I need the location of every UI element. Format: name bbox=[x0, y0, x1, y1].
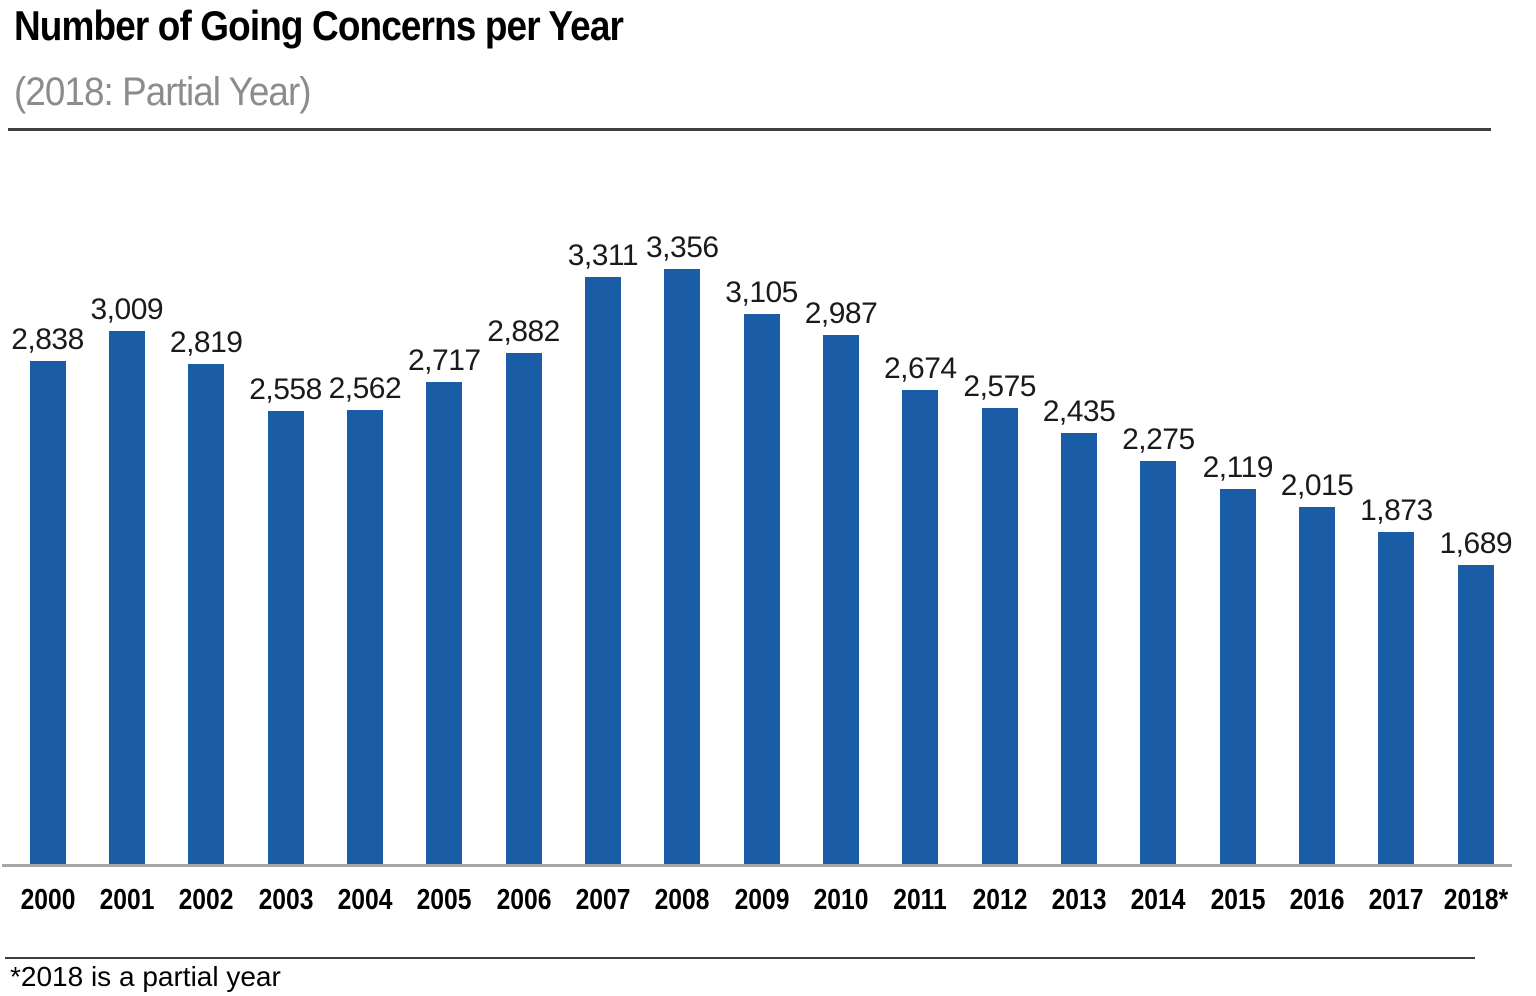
footnote: *2018 is a partial year bbox=[10, 961, 281, 992]
bar-2007 bbox=[584, 277, 621, 865]
x-axis-label: 2015 bbox=[1210, 884, 1266, 916]
bar-2015 bbox=[1219, 489, 1256, 865]
bar-2004 bbox=[346, 410, 383, 865]
bar-2011 bbox=[902, 390, 939, 865]
bar-2017 bbox=[1378, 532, 1415, 865]
bar-2006 bbox=[505, 353, 542, 865]
bar-value-label: 1,689 bbox=[1439, 527, 1513, 560]
x-axis-label: 2008 bbox=[654, 884, 710, 916]
x-axis-label: 2009 bbox=[734, 884, 790, 916]
x-axis-label: 2004 bbox=[337, 884, 393, 916]
bar-value-label: 1,873 bbox=[1360, 494, 1433, 527]
x-axis-label: 2014 bbox=[1130, 884, 1186, 916]
bar-2000 bbox=[29, 361, 66, 865]
bar-2005 bbox=[426, 382, 463, 865]
x-axis-label: 2002 bbox=[178, 884, 234, 916]
bar-2010 bbox=[823, 335, 859, 865]
x-axis-label: 2006 bbox=[496, 884, 552, 916]
bar-value-label: 2,882 bbox=[487, 315, 560, 348]
x-axis-label: 2011 bbox=[893, 884, 948, 916]
bar-2003 bbox=[267, 411, 304, 865]
bar-2001 bbox=[108, 331, 145, 865]
x-axis-line bbox=[2, 864, 1512, 867]
bar-value-label: 2,119 bbox=[1202, 451, 1274, 484]
x-axis-label: 2007 bbox=[575, 884, 631, 916]
footer-divider bbox=[5, 957, 1475, 959]
bar-2018 bbox=[1457, 565, 1494, 865]
bar-2008 bbox=[664, 269, 701, 865]
x-axis-label: 2012 bbox=[972, 884, 1028, 916]
bar-value-label: 2,819 bbox=[169, 326, 243, 359]
bar-value-label: 2,015 bbox=[1280, 469, 1354, 502]
x-axis-label: 2005 bbox=[416, 884, 472, 916]
header-divider bbox=[8, 128, 1491, 131]
chart-subtitle: (2018: Partial Year) bbox=[14, 70, 312, 114]
bar-value-label: 3,105 bbox=[725, 276, 798, 309]
bar-value-label: 3,356 bbox=[646, 231, 719, 264]
bar-value-label: 3,311 bbox=[567, 239, 639, 272]
x-axis-label: 2018* bbox=[1443, 884, 1509, 916]
chart-title: Number of Going Concerns per Year bbox=[14, 2, 624, 49]
x-axis-label: 2000 bbox=[20, 884, 75, 916]
bar-2009 bbox=[743, 314, 780, 865]
bar-2016 bbox=[1299, 507, 1336, 865]
x-axis-label: 2017 bbox=[1368, 884, 1424, 916]
bar-2013 bbox=[1061, 433, 1097, 865]
bar-2014 bbox=[1140, 461, 1177, 865]
bar-value-label: 2,674 bbox=[884, 352, 957, 385]
bar-2012 bbox=[981, 408, 1018, 865]
bar-value-label: 2,838 bbox=[11, 323, 84, 356]
bar-value-label: 2,275 bbox=[1122, 423, 1195, 456]
bar-value-label: 2,435 bbox=[1042, 395, 1116, 428]
bar-value-label: 3,009 bbox=[90, 293, 164, 326]
bar-value-label: 2,562 bbox=[328, 372, 402, 405]
bar-value-label: 2,717 bbox=[408, 344, 481, 377]
bar-2002 bbox=[188, 364, 225, 865]
x-axis-label: 2013 bbox=[1051, 884, 1107, 916]
bar-value-label: 2,558 bbox=[249, 373, 322, 406]
bar-value-label: 2,575 bbox=[963, 370, 1036, 403]
x-axis-label: 2010 bbox=[813, 884, 869, 916]
x-axis-label: 2003 bbox=[258, 884, 313, 916]
x-axis-label: 2016 bbox=[1289, 884, 1345, 916]
bar-value-label: 2,987 bbox=[804, 297, 878, 330]
x-axis-label: 2001 bbox=[99, 884, 155, 916]
